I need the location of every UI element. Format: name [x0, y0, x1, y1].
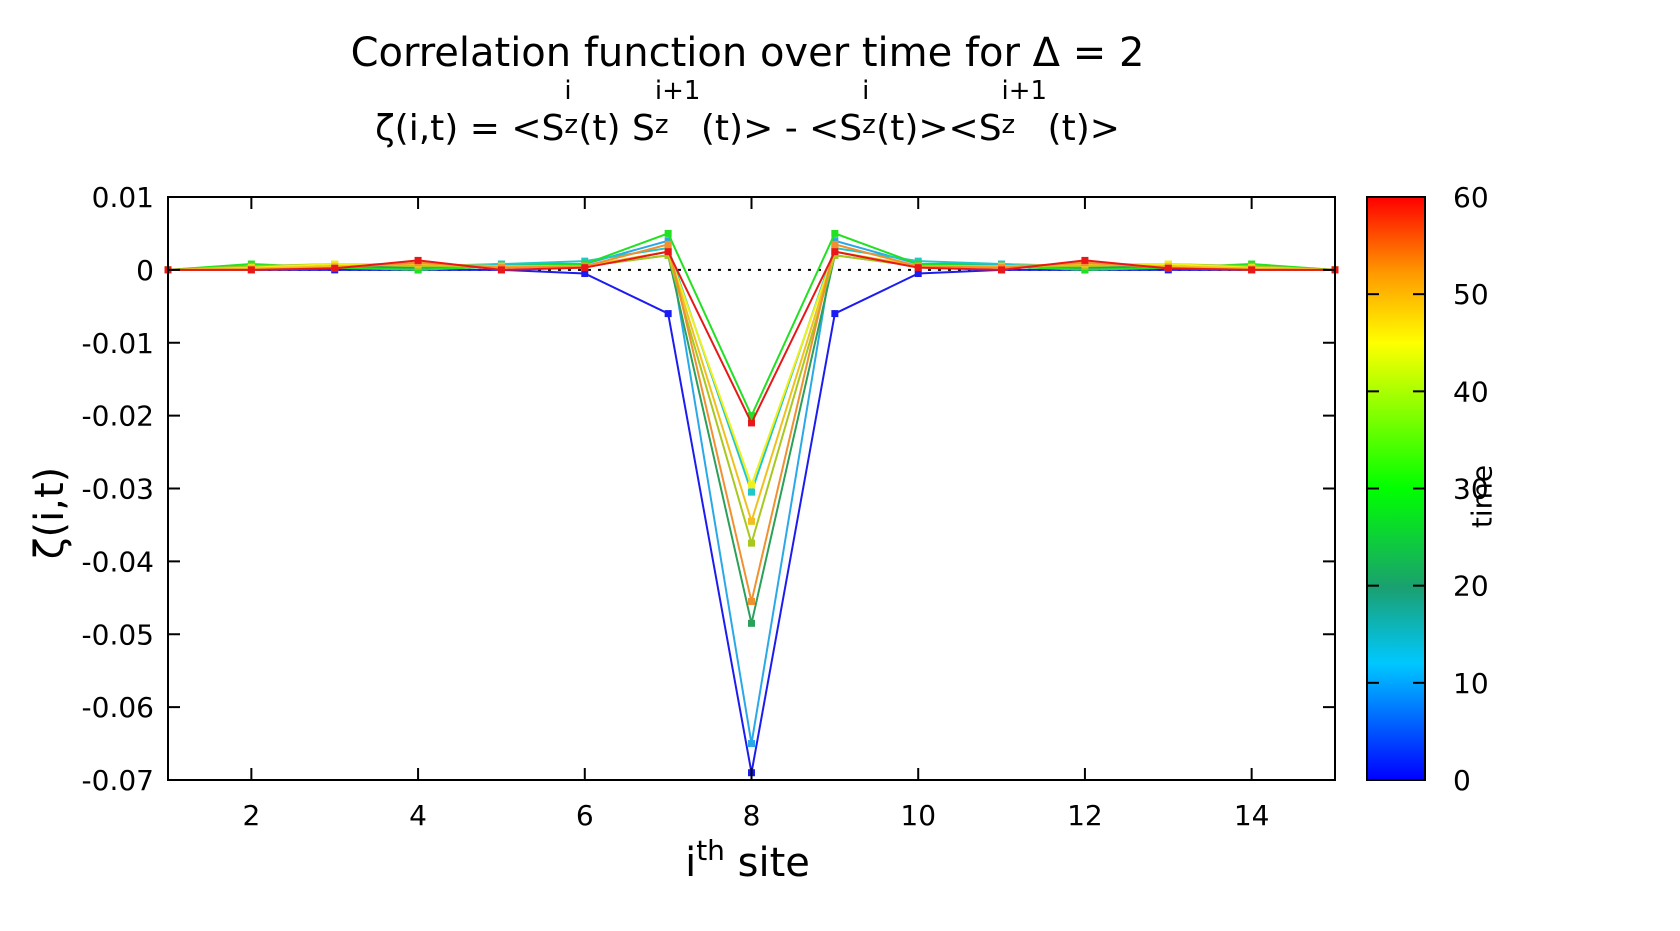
x-tick-label: 8 — [743, 799, 761, 832]
colorbar-tick-label: 60 — [1453, 181, 1489, 214]
y-tick-label: -0.03 — [82, 473, 154, 506]
data-point — [581, 270, 589, 278]
colorbar-tick-label: 40 — [1453, 375, 1489, 408]
series-line-9 — [168, 250, 1335, 426]
data-point — [831, 251, 839, 259]
data-point — [664, 237, 672, 245]
data-point — [831, 237, 839, 245]
data-point — [748, 619, 755, 627]
data-point — [831, 310, 839, 318]
y-tick-label: -0.05 — [82, 618, 154, 651]
colorbar-tick-label: 20 — [1453, 570, 1489, 603]
x-axis-label: ith site — [685, 834, 810, 886]
data-point — [414, 256, 422, 264]
series-line-4 — [167, 232, 1336, 419]
x-tick-label: 12 — [1067, 799, 1103, 832]
y-tick-label: -0.07 — [82, 764, 154, 797]
plot-frame — [167, 196, 1336, 781]
data-point — [914, 264, 922, 272]
colorbar-label: time — [1465, 464, 1499, 529]
data-point — [748, 539, 755, 547]
data-point — [748, 740, 755, 748]
data-point — [1081, 266, 1089, 274]
data-point — [664, 248, 672, 256]
series-line-5 — [167, 254, 1336, 547]
data-point — [914, 270, 922, 278]
x-tick-label: 6 — [576, 799, 594, 832]
y-tick-label: -0.04 — [82, 545, 154, 578]
data-point — [414, 266, 422, 274]
data-point — [748, 488, 755, 496]
x-tick-label: 10 — [900, 799, 936, 832]
x-tick-label: 4 — [409, 799, 427, 832]
data-point — [748, 412, 755, 420]
data-point — [331, 264, 339, 272]
data-point — [748, 597, 755, 605]
colorbar-tick-label: 10 — [1453, 667, 1489, 700]
series-line-2 — [167, 246, 1336, 496]
x-tick-label: 2 — [242, 799, 260, 832]
series-line-7 — [167, 250, 1336, 525]
y-tick-label: -0.02 — [82, 400, 154, 433]
data-point — [497, 266, 505, 274]
y-tick-label: -0.01 — [82, 327, 154, 360]
data-point — [831, 229, 839, 237]
data-point — [581, 264, 589, 272]
series-line-6 — [167, 250, 1336, 488]
data-point — [748, 481, 755, 489]
y-tick-label: -0.06 — [82, 691, 154, 724]
data-point — [998, 266, 1006, 274]
data-point — [664, 229, 672, 237]
data-point — [247, 266, 255, 274]
data-point — [748, 419, 755, 427]
x-tick-label: 14 — [1234, 799, 1270, 832]
colorbar-tick-label: 30 — [1453, 473, 1489, 506]
data-point — [1248, 266, 1256, 274]
data-point — [664, 240, 672, 248]
colorbar-tick-label: 0 — [1453, 764, 1471, 797]
series-line-3 — [167, 254, 1336, 624]
data-point — [1164, 264, 1172, 272]
y-tick-label: 0.01 — [92, 181, 154, 214]
chart-title: Correlation function over time for Δ = 2 — [350, 30, 1145, 76]
data-point — [664, 310, 672, 318]
data-point — [748, 517, 755, 525]
y-axis-label: ζ(i,t) — [27, 466, 73, 560]
data-point — [831, 240, 839, 248]
data-point — [1081, 256, 1089, 264]
data-point — [831, 248, 839, 256]
y-tick-label: 0 — [136, 254, 154, 287]
colorbar-tick-label: 50 — [1453, 278, 1489, 311]
data-point — [664, 251, 672, 259]
